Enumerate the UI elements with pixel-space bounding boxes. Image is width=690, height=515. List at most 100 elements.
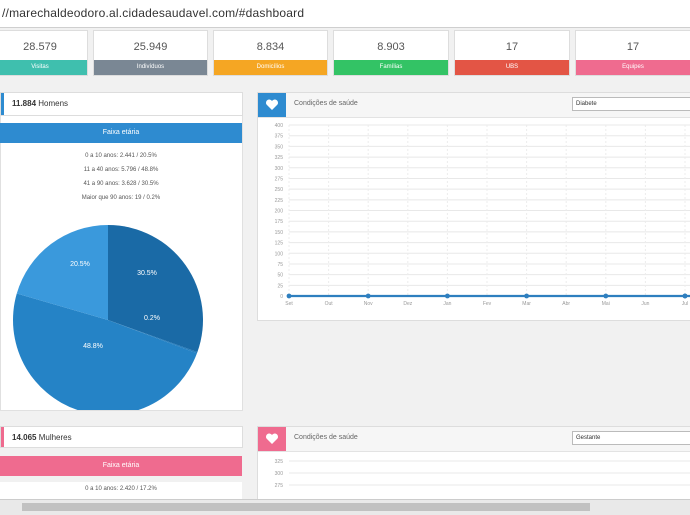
men-count: 11.884 Homens — [12, 99, 68, 108]
data-point[interactable] — [603, 293, 609, 299]
pie-slice-label: 48.8% — [83, 343, 103, 350]
y-tick-label: 375 — [275, 134, 284, 140]
y-tick-label: 125 — [275, 241, 284, 247]
x-tick-label: Mai — [602, 301, 610, 307]
pie-slice-label: 30.5% — [137, 270, 157, 277]
y-tick-label: 150 — [275, 230, 284, 236]
x-tick-label: Jun — [641, 301, 649, 307]
y-tick-label: 50 — [277, 273, 283, 279]
panel-title: Condições de saúde — [294, 100, 358, 107]
heart-icon — [258, 93, 286, 117]
y-tick-label: 175 — [275, 219, 284, 225]
stat-label: Famílias — [334, 60, 448, 75]
men-age-pie-chart: 30.5% 0.2% 48.8% 20.5% — [13, 225, 203, 410]
address-bar[interactable]: //marechaldeodoro.al.cidadesaudavel.com/… — [0, 0, 690, 28]
stat-label: UBS — [455, 60, 569, 75]
stat-card-equipes[interactable]: 17 Equipes — [575, 30, 690, 76]
y-tick-label: 225 — [275, 198, 284, 204]
women-age-list: 0 a 10 anos: 2.420 / 17.2% — [0, 482, 242, 499]
pie-slice-label: 0.2% — [144, 315, 160, 322]
condition-select[interactable]: Gestante — [572, 431, 690, 445]
y-tick-label: 25 — [277, 283, 283, 289]
age-row: 41 a 90 anos: 3.628 / 30.5% — [83, 181, 159, 187]
data-point[interactable] — [682, 293, 688, 299]
x-tick-label: Mar — [522, 301, 531, 307]
women-age-band: Faixa etária — [0, 456, 242, 476]
age-row: 0 a 10 anos: 2.420 / 17.2% — [85, 486, 157, 492]
panel-header: Condições de saúde Diabete — [258, 93, 690, 118]
stat-value: 17 — [505, 41, 519, 53]
men-count-value: 11.884 — [12, 99, 37, 108]
scrollbar-thumb[interactable] — [22, 503, 590, 511]
heart-icon — [258, 427, 286, 451]
stat-label: Visitas — [0, 60, 87, 75]
x-tick-label: Jul — [682, 301, 688, 307]
health-conditions-panel: Condições de saúde Diabete 400 375 350 325 3… — [257, 92, 690, 321]
y-tick-label: 75 — [277, 262, 283, 268]
y-tick-label: 350 — [275, 144, 284, 150]
x-tick-label: Dez — [403, 301, 412, 307]
pie-slice[interactable] — [108, 320, 198, 354]
panel-header: Condições de saúde Gestante — [258, 427, 690, 452]
x-tick-label: Out — [325, 301, 334, 307]
pie-slice[interactable] — [108, 225, 203, 353]
stat-value: 28.579 — [23, 41, 57, 53]
health-line-chart: 4003753503253002752502252001751501251007… — [275, 123, 690, 307]
data-point[interactable] — [365, 293, 371, 299]
y-tick-label: 250 — [275, 187, 284, 193]
men-count-label: Homens — [38, 99, 69, 108]
y-tick-label: 275 — [275, 176, 284, 182]
women-count-label: Mulheres — [38, 433, 72, 442]
data-point[interactable] — [524, 293, 529, 299]
y-tick-label: 300 — [275, 166, 284, 172]
stat-card-ubs[interactable]: 17 UBS — [454, 30, 570, 76]
data-point[interactable] — [286, 293, 292, 299]
stat-card-domicilios[interactable]: 8.834 Domicílios — [213, 30, 328, 76]
stat-value: 25.949 — [133, 41, 168, 53]
stat-label: Domicílios — [214, 60, 327, 75]
stat-label: Indivíduos — [94, 60, 207, 75]
age-row: Maior que 90 anos: 19 / 0.2% — [81, 195, 161, 201]
x-tick-label: Set — [285, 301, 293, 307]
health-conditions-panel-2: Condições de saúde Gestante 325 300 275 — [257, 426, 690, 506]
age-row: 11 a 40 anos: 5.796 / 48.8% — [83, 167, 159, 173]
accent-bar — [1, 427, 4, 447]
y-tick-label: 325 — [275, 459, 284, 465]
y-tick-label: 300 — [275, 471, 284, 477]
stat-label: Equipes — [576, 60, 690, 75]
series-line — [289, 294, 690, 298]
x-tick-label: Fev — [483, 301, 492, 307]
stat-card-visitas[interactable]: 28.579 Visitas — [0, 30, 88, 76]
x-tick-label: Jan — [443, 301, 451, 307]
x-tick-label: Nov — [364, 301, 373, 307]
x-tick-label: Abr — [562, 301, 570, 307]
stat-value: 8.834 — [256, 41, 285, 53]
men-age-list: 0 a 10 anos: 2.441 / 20.5% 11 a 40 anos:… — [0, 149, 242, 205]
women-count-value: 14.065 — [12, 433, 37, 442]
y-tick-label: 325 — [275, 155, 284, 161]
men-count-box: 11.884 Homens — [0, 92, 243, 116]
pie-slice[interactable] — [16, 225, 108, 320]
age-row: 0 a 10 anos: 2.441 / 20.5% — [85, 153, 157, 159]
url-text[interactable]: //marechaldeodoro.al.cidadesaudavel.com/… — [2, 6, 305, 20]
panel-title: Condições de saúde — [294, 434, 358, 441]
women-count-box: 14.065 Mulheres — [0, 426, 243, 448]
stat-card-individuos[interactable]: 25.949 Indivíduos — [93, 30, 208, 76]
women-count: 14.065 Mulheres — [12, 433, 72, 442]
accent-bar — [1, 93, 4, 115]
data-point[interactable] — [445, 293, 450, 299]
stat-card-familias[interactable]: 8.903 Famílias — [333, 30, 449, 76]
y-tick-label: 200 — [275, 209, 284, 215]
pie-slice-label: 20.5% — [70, 261, 90, 268]
horizontal-scrollbar[interactable] — [0, 499, 690, 515]
stat-value: 17 — [626, 41, 640, 53]
y-tick-label: 0 — [280, 294, 283, 300]
health-line-chart-2: 325 300 275 — [275, 459, 690, 489]
y-tick-label: 275 — [275, 483, 284, 489]
stat-value: 8.903 — [377, 41, 405, 53]
men-age-band: Faixa etária — [0, 123, 242, 143]
y-tick-label: 100 — [275, 251, 284, 257]
pie-slice[interactable] — [13, 293, 197, 410]
y-tick-label: 400 — [275, 123, 284, 129]
condition-select[interactable]: Diabete — [572, 97, 690, 111]
